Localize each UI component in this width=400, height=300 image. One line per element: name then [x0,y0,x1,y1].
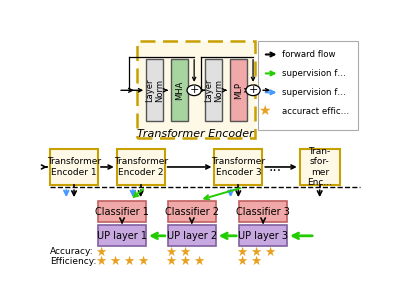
Text: Transformer
Encoder 2: Transformer Encoder 2 [114,158,168,177]
Text: MHA: MHA [175,81,184,100]
FancyBboxPatch shape [98,225,146,246]
Text: ★: ★ [250,245,262,259]
Text: UP layer 1: UP layer 1 [97,231,147,241]
FancyBboxPatch shape [137,40,255,138]
Text: ★: ★ [96,245,107,259]
FancyBboxPatch shape [168,201,216,222]
Text: ★: ★ [165,255,176,268]
Circle shape [187,85,201,96]
Text: Layer
Norm: Layer Norm [204,79,223,102]
Circle shape [246,85,260,96]
FancyBboxPatch shape [258,40,358,130]
FancyBboxPatch shape [205,59,222,122]
Text: Layer
Norm: Layer Norm [145,79,164,102]
Text: ★: ★ [165,245,176,259]
Text: ★: ★ [250,255,262,268]
FancyBboxPatch shape [239,201,287,222]
Text: ★: ★ [236,255,248,268]
Text: ★: ★ [110,255,121,268]
Text: ★: ★ [96,255,107,268]
Text: supervision f…: supervision f… [282,69,346,78]
Text: Efficiency:: Efficiency: [50,257,96,266]
FancyBboxPatch shape [168,225,216,246]
Text: Transformer
Encoder 3: Transformer Encoder 3 [211,158,265,177]
FancyBboxPatch shape [117,149,165,185]
Text: ★: ★ [137,255,149,268]
Text: MLP: MLP [234,82,243,99]
FancyBboxPatch shape [239,225,287,246]
Text: UP layer 3: UP layer 3 [238,231,288,241]
FancyBboxPatch shape [146,59,163,122]
Text: ★: ★ [264,245,276,259]
Text: accuract effic…: accuract effic… [282,107,350,116]
Text: ★: ★ [179,255,190,268]
FancyBboxPatch shape [230,59,247,122]
Text: ...: ... [268,160,281,174]
Text: Classifier 3: Classifier 3 [236,207,290,217]
Text: forward flow: forward flow [282,50,336,59]
Text: Classifier 2: Classifier 2 [165,207,219,217]
Text: Transformer Encoder: Transformer Encoder [137,129,254,139]
Text: ★: ★ [179,245,190,259]
Text: +: + [248,85,258,95]
Text: Accuracy:: Accuracy: [50,248,94,256]
Text: UP layer 2: UP layer 2 [167,231,217,241]
Text: ★: ★ [193,255,204,268]
FancyBboxPatch shape [171,59,188,122]
Text: ★: ★ [124,255,135,268]
Text: supervision f…: supervision f… [282,88,346,97]
FancyBboxPatch shape [98,201,146,222]
FancyBboxPatch shape [300,149,340,185]
Text: +: + [190,85,199,95]
Text: Classifier 1: Classifier 1 [95,207,149,217]
FancyBboxPatch shape [50,149,98,185]
Text: Tran-
sfor-
mer
Enc...: Tran- sfor- mer Enc... [307,147,332,187]
Text: Transformer
Encoder 1: Transformer Encoder 1 [47,158,101,177]
Text: ★: ★ [258,104,271,118]
FancyBboxPatch shape [214,149,262,185]
Text: ★: ★ [236,245,248,259]
